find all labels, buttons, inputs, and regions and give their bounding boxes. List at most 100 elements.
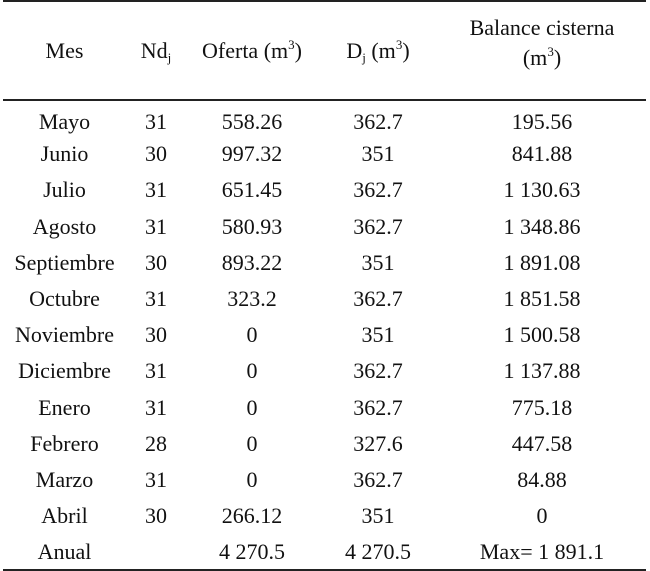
table-row: Abril 30 266.12 351 0 xyxy=(3,498,646,534)
cell-mes: Junio xyxy=(40,141,89,167)
header-nd-base: Nd xyxy=(140,37,168,63)
balance-table-container: Mes Ndj Oferta (m3) Dj (m3) Balance cist… xyxy=(3,1,646,571)
cell-mes: Mayo xyxy=(38,108,91,134)
header-oferta-base: Oferta (m xyxy=(202,37,289,63)
table-row: Diciembre 31 0 362.7 1 137.88 xyxy=(3,353,646,389)
table-row: Noviembre 30 0 351 1 500.58 xyxy=(3,317,646,353)
table-row: Octubre 31 323.2 362.7 1 851.58 xyxy=(3,281,646,317)
cell-oferta: 997.32 xyxy=(221,141,283,167)
annual-row: Anual 4 270.5 4 270.5 Max= 1 891.1 xyxy=(3,534,646,571)
annual-balance: Max= 1 891.1 xyxy=(479,538,605,564)
cell-demanda: 362.7 xyxy=(353,286,403,312)
header-demanda: Dj (m3) xyxy=(318,1,438,100)
cell-balance: 1 130.63 xyxy=(503,177,581,203)
cell-oferta: 0 xyxy=(246,430,258,456)
cell-nd: 31 xyxy=(145,108,167,134)
cell-demanda: 351 xyxy=(361,503,395,529)
table-row: Agosto 31 580.93 362.7 1 348.86 xyxy=(3,209,646,245)
table-row: Febrero 28 0 327.6 447.58 xyxy=(3,426,646,462)
cell-balance: 775.18 xyxy=(511,394,573,420)
header-balance-sup: 3 xyxy=(547,44,554,59)
cell-demanda: 362.7 xyxy=(353,358,403,384)
header-demanda-base: D xyxy=(346,37,363,63)
cell-demanda: 327.6 xyxy=(353,430,403,456)
header-balance-open: (m xyxy=(522,45,548,70)
cell-oferta: 323.2 xyxy=(227,286,277,312)
cell-balance: 1 891.08 xyxy=(503,249,581,275)
cell-nd: 30 xyxy=(145,141,167,167)
header-demanda-sub: j xyxy=(362,49,366,65)
table-row: Marzo 31 0 362.7 84.88 xyxy=(3,462,646,498)
cell-balance: 84.88 xyxy=(517,466,567,492)
annual-demanda: 4 270.5 xyxy=(345,538,411,564)
cell-mes: Noviembre xyxy=(15,322,114,348)
cell-nd: 31 xyxy=(145,213,167,239)
cell-oferta: 893.22 xyxy=(221,249,283,275)
table-header: Mes Ndj Oferta (m3) Dj (m3) Balance cist… xyxy=(3,1,646,100)
cell-balance: 447.58 xyxy=(511,430,573,456)
cell-demanda: 362.7 xyxy=(353,177,403,203)
cell-balance: 841.88 xyxy=(511,141,573,167)
cell-mes: Octubre xyxy=(29,286,100,312)
table-row: Junio 30 997.32 351 841.88 xyxy=(3,136,646,172)
cell-nd: 28 xyxy=(145,430,167,456)
header-oferta-close: ) xyxy=(294,37,302,63)
annual-nd xyxy=(126,534,186,570)
header-demanda-sup: 3 xyxy=(395,36,403,52)
annual-mes: Anual xyxy=(37,538,92,564)
cell-oferta: 0 xyxy=(246,358,258,384)
cell-demanda: 362.7 xyxy=(353,213,403,239)
cell-balance: 1 137.88 xyxy=(503,358,581,384)
cell-balance: 1 500.58 xyxy=(503,322,581,348)
table-row: Mayo 31 558.26 362.7 195.56 xyxy=(3,100,646,136)
header-balance-close: ) xyxy=(553,45,562,70)
cell-demanda: 362.7 xyxy=(353,466,403,492)
header-oferta-sup: 3 xyxy=(288,36,295,52)
header-oferta: Oferta (m3) xyxy=(186,1,318,100)
cell-nd: 31 xyxy=(145,466,167,492)
cell-demanda: 362.7 xyxy=(353,108,403,134)
cell-mes: Diciembre xyxy=(18,358,111,384)
cell-demanda: 351 xyxy=(361,141,395,167)
cell-oferta: 0 xyxy=(246,322,258,348)
cell-oferta: 651.45 xyxy=(221,177,283,203)
cell-nd: 30 xyxy=(145,249,167,275)
cell-oferta: 0 xyxy=(246,466,258,492)
table-row: Enero 31 0 362.7 775.18 xyxy=(3,390,646,426)
header-row: Mes Ndj Oferta (m3) Dj (m3) Balance cist… xyxy=(3,1,646,100)
cell-nd: 30 xyxy=(145,503,167,529)
cell-mes: Agosto xyxy=(32,213,97,239)
cell-demanda: 362.7 xyxy=(353,394,403,420)
cell-mes: Julio xyxy=(43,177,86,203)
cell-mes: Abril xyxy=(41,503,88,529)
cell-mes: Enero xyxy=(38,394,91,420)
table-row: Septiembre 30 893.22 351 1 891.08 xyxy=(3,245,646,281)
header-demanda-close: ) xyxy=(402,37,410,63)
cell-mes: Septiembre xyxy=(14,249,115,275)
header-balance: Balance cisterna (m3) xyxy=(438,1,646,100)
header-nd: Ndj xyxy=(126,1,186,100)
cell-nd: 30 xyxy=(145,322,167,348)
cell-nd: 31 xyxy=(145,394,167,420)
cell-balance: 195.56 xyxy=(511,108,573,134)
cell-demanda: 351 xyxy=(361,322,395,348)
water-balance-table: Mes Ndj Oferta (m3) Dj (m3) Balance cist… xyxy=(3,0,646,571)
cell-demanda: 351 xyxy=(361,249,395,275)
header-mes-label: Mes xyxy=(45,37,84,63)
cell-balance: 1 851.58 xyxy=(503,286,581,312)
cell-oferta: 266.12 xyxy=(221,503,283,529)
annual-oferta: 4 270.5 xyxy=(219,538,285,564)
cell-mes: Marzo xyxy=(35,466,94,492)
cell-oferta: 558.26 xyxy=(221,108,283,134)
cell-nd: 31 xyxy=(145,177,167,203)
cell-oferta: 0 xyxy=(246,394,258,420)
cell-mes: Febrero xyxy=(30,430,99,456)
table-body: Mayo 31 558.26 362.7 195.56 Junio 30 997… xyxy=(3,100,646,571)
cell-balance: 1 348.86 xyxy=(503,213,581,239)
cell-nd: 31 xyxy=(145,358,167,384)
header-balance-line1: Balance cisterna xyxy=(469,15,615,40)
cell-nd: 31 xyxy=(145,286,167,312)
table-row: Julio 31 651.45 362.7 1 130.63 xyxy=(3,172,646,208)
header-mes: Mes xyxy=(3,1,126,100)
header-nd-sub: j xyxy=(167,49,172,65)
